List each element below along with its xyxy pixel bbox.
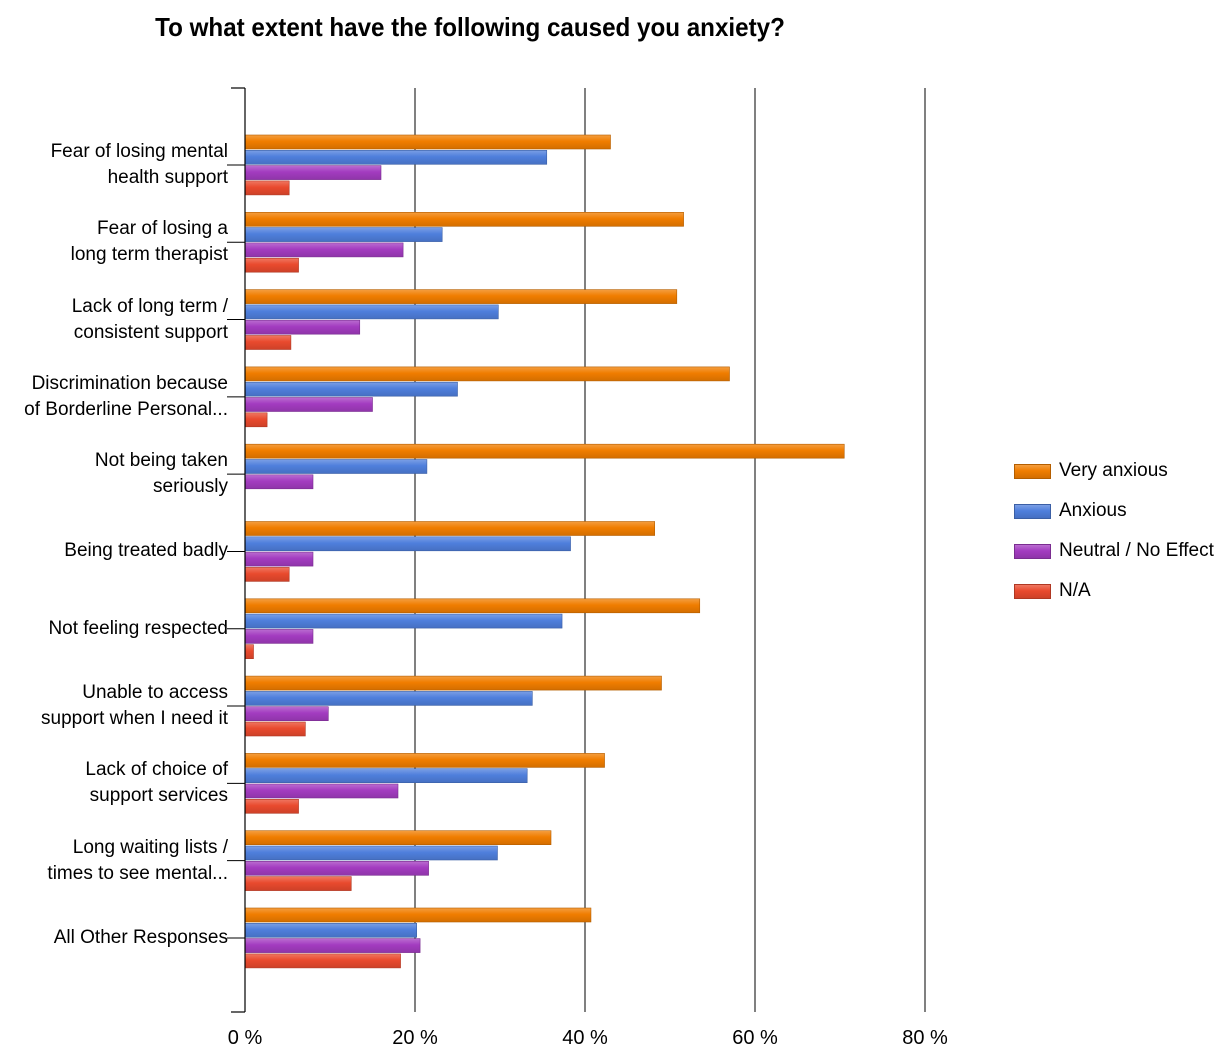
- category-label-line: times to see mental...: [47, 862, 228, 884]
- chart-title: To what extent have the following caused…: [155, 12, 785, 42]
- bar: [244, 165, 382, 180]
- bar: [244, 397, 373, 412]
- bar: [244, 860, 429, 876]
- category-label: Unable to access support when I need it: [0, 680, 228, 732]
- category-label-line: Not being taken: [94, 450, 228, 472]
- bar: [244, 768, 528, 784]
- bar: [244, 613, 563, 629]
- category-label-line: Discrimination because: [31, 372, 228, 394]
- bar: [244, 335, 292, 350]
- bar: [244, 598, 701, 614]
- category-label-line: Not feeling respected: [48, 617, 228, 639]
- category-label-line: Fear of losing mental: [50, 140, 228, 162]
- bar: [244, 938, 421, 953]
- category-label-line: All Other Responses: [53, 926, 228, 948]
- legend: Very anxious Anxious Neutral / No Effect N/…: [1014, 458, 1214, 618]
- bar: [244, 675, 662, 691]
- bar: [244, 227, 443, 242]
- bar: [244, 644, 254, 660]
- bar: [244, 953, 401, 969]
- bar: [244, 257, 299, 273]
- bar: [244, 783, 399, 799]
- bar: [244, 150, 548, 165]
- legend-item: Anxious: [1014, 498, 1214, 538]
- bar: [244, 412, 268, 428]
- bar: [244, 536, 571, 552]
- category-label-line: Unable to access: [82, 682, 228, 704]
- bar: [244, 242, 404, 258]
- bar: [244, 443, 845, 459]
- category-label-line: support when I need it: [41, 708, 228, 730]
- category-label: Not being taken seriously: [0, 448, 228, 500]
- category-label: All Other Responses: [0, 925, 228, 951]
- bar: [244, 212, 684, 227]
- bar: [244, 691, 533, 706]
- bar: [244, 459, 428, 474]
- legend-swatch: [1014, 584, 1051, 599]
- category-label: Lack of long term / consistent support: [0, 294, 228, 346]
- category-label: Discrimination because of Borderline Pers…: [0, 371, 228, 423]
- bar: [244, 180, 290, 196]
- legend-swatch: [1014, 504, 1051, 519]
- bar: [244, 721, 306, 737]
- x-tick-label: 80 %: [902, 1027, 948, 1049]
- bar: [244, 876, 352, 891]
- bar: [244, 474, 314, 490]
- category-label-line: Lack of choice of: [85, 759, 228, 781]
- category-label: Being treated badly: [0, 538, 228, 564]
- bar: [244, 304, 499, 320]
- bar: [244, 706, 329, 722]
- bar: [244, 551, 314, 567]
- bar: [244, 629, 314, 644]
- x-tick-label: 40 %: [562, 1027, 608, 1049]
- bar: [244, 830, 552, 846]
- bar: [244, 907, 592, 923]
- x-tick-label: 60 %: [732, 1027, 778, 1049]
- legend-label: N/A: [1059, 580, 1091, 601]
- category-label: Fear of losing a long term therapist: [0, 216, 228, 268]
- legend-swatch: [1014, 464, 1051, 479]
- category-label-line: health support: [107, 166, 228, 188]
- legend-label: Very anxious: [1059, 460, 1168, 481]
- category-label-line: Long waiting lists /: [72, 836, 228, 858]
- x-tick-label: 20 %: [392, 1027, 438, 1049]
- bar: [244, 319, 361, 335]
- category-label-line: of Borderline Personal...: [24, 398, 228, 420]
- legend-swatch: [1014, 544, 1051, 559]
- bar: [244, 567, 290, 582]
- bar: [244, 381, 458, 397]
- legend-item: N/A: [1014, 578, 1214, 618]
- bar: [244, 798, 299, 814]
- category-label-line: seriously: [153, 476, 228, 498]
- category-label-line: Lack of long term /: [71, 295, 228, 317]
- legend-item: Neutral / No Effect: [1014, 538, 1214, 578]
- category-label: Lack of choice of support services: [0, 757, 228, 809]
- bar: [244, 134, 611, 150]
- legend-item: Very anxious: [1014, 458, 1214, 498]
- category-label-line: Being treated badly: [64, 540, 228, 562]
- bar: [244, 753, 605, 768]
- category-label: Fear of losing mental health support: [0, 139, 228, 191]
- category-label: Long waiting lists / times to see mental.…: [0, 835, 228, 887]
- bar: [244, 289, 678, 304]
- category-label-line: consistent support: [73, 321, 228, 343]
- category-label-line: Fear of losing a: [97, 218, 228, 240]
- category-label-line: support services: [89, 785, 228, 807]
- bar: [244, 366, 730, 382]
- category-label: Not feeling respected: [0, 616, 228, 642]
- bar: [244, 845, 498, 861]
- bar: [244, 521, 656, 536]
- x-tick-label: 0 %: [227, 1027, 263, 1049]
- bar: [244, 922, 417, 938]
- legend-label: Neutral / No Effect: [1059, 540, 1214, 561]
- category-label-line: long term therapist: [70, 244, 228, 266]
- legend-label: Anxious: [1059, 500, 1127, 521]
